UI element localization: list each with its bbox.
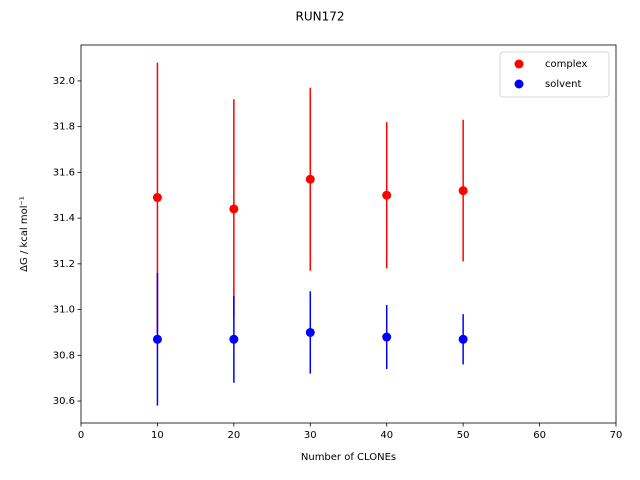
legend-marker [514,79,524,89]
x-tick-label: 10 [151,430,164,441]
y-tick-label: 31.0 [53,305,75,316]
y-tick-label: 32.0 [53,76,75,87]
point [382,332,392,342]
legend: complex solvent [499,51,610,98]
x-tick-label: 40 [380,430,393,441]
point [152,193,162,203]
y-tick-label: 31.4 [53,213,75,224]
axes-frame [80,44,617,424]
x-tick-label: 60 [533,430,546,441]
y-tick-label: 31.8 [53,122,75,133]
x-tick-label: 0 [78,430,84,441]
y-axis-label: ΔG / kcal mol⁻¹ [19,196,30,272]
y-tick-label: 31.2 [53,259,75,270]
legend-label: solvent [545,79,582,90]
y-tick-label: 30.6 [53,396,75,407]
x-axis-label: Number of CLONEs [301,452,396,463]
point [152,334,162,344]
legend-marker [514,59,524,69]
legend-label: complex [545,59,587,70]
legend-frame [499,51,610,98]
point [305,174,315,184]
point [229,334,239,344]
point [305,327,315,337]
chart-title: RUN172 [295,10,344,24]
x-tick-label: 20 [227,430,240,441]
y-tick-label: 30.8 [53,350,75,361]
x-tick-label: 50 [457,430,470,441]
y-tick-label: 31.6 [53,167,75,178]
point [382,190,392,200]
point [458,186,468,196]
point [229,204,239,214]
x-tick-label: 30 [304,430,317,441]
point [458,334,468,344]
plot-area [152,62,468,406]
x-tick-label: 70 [610,430,623,441]
